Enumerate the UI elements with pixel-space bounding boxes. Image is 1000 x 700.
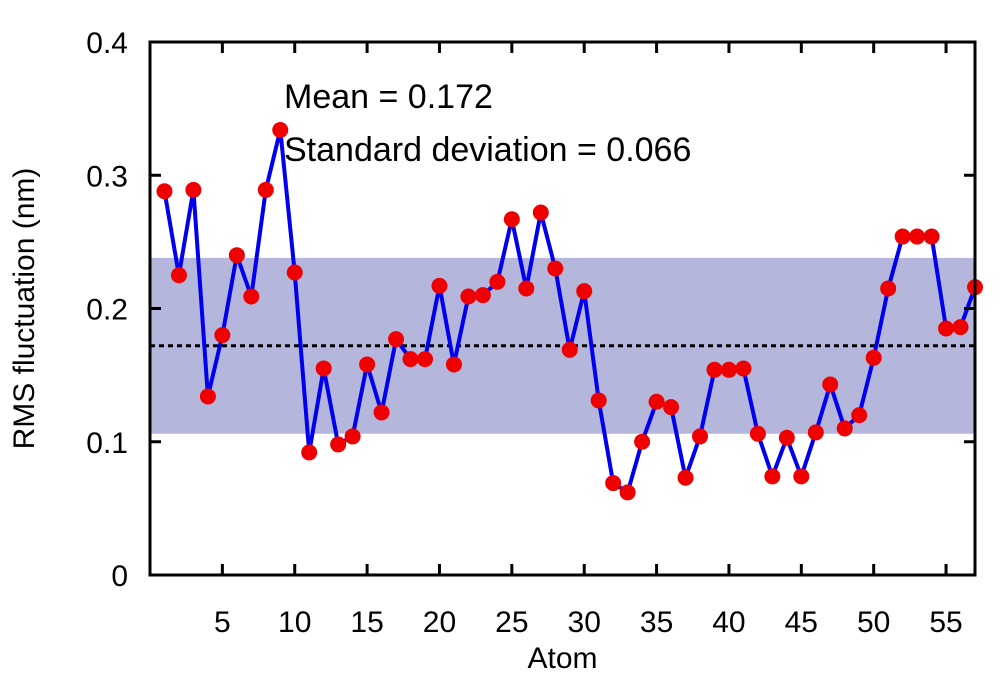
data-point	[822, 376, 839, 393]
data-point	[865, 349, 882, 366]
data-point	[315, 360, 332, 377]
x-tick-label: 20	[423, 606, 456, 639]
data-point	[749, 425, 766, 442]
data-point	[793, 468, 810, 485]
data-point	[344, 428, 361, 445]
y-tick-label: 0.4	[86, 27, 128, 60]
data-point	[460, 288, 477, 305]
data-point	[576, 283, 593, 300]
data-point	[402, 351, 419, 368]
data-point	[952, 319, 969, 336]
x-axis-title: Atom	[527, 642, 597, 675]
data-point	[489, 273, 506, 290]
data-point	[807, 424, 824, 441]
data-point	[938, 320, 955, 337]
data-point	[359, 356, 376, 373]
std-annotation: Standard deviation = 0.066	[284, 131, 691, 169]
data-point	[156, 183, 173, 200]
x-tick-label: 55	[929, 606, 962, 639]
data-point	[561, 341, 578, 358]
data-point	[431, 277, 448, 294]
y-tick-label: 0	[111, 560, 128, 593]
data-point	[619, 484, 636, 501]
y-axis-title: RMS fluctuation (nm)	[8, 168, 41, 450]
x-tick-label: 35	[640, 606, 673, 639]
data-point	[851, 407, 868, 424]
data-point	[199, 388, 216, 405]
data-point	[735, 360, 752, 377]
y-tick-label: 0.2	[86, 294, 128, 327]
data-point	[417, 351, 433, 368]
x-tick-label: 15	[350, 606, 383, 639]
data-point	[445, 356, 462, 373]
data-point	[880, 280, 897, 297]
mean-annotation: Mean = 0.172	[284, 78, 493, 116]
data-point	[764, 468, 781, 485]
data-point	[677, 469, 694, 486]
data-point	[547, 260, 564, 277]
data-point	[185, 181, 202, 198]
data-point	[663, 399, 680, 416]
data-point	[214, 327, 231, 344]
data-point	[243, 288, 260, 305]
data-point	[720, 361, 737, 378]
data-point	[170, 267, 187, 284]
data-point	[706, 361, 723, 378]
data-point	[532, 204, 549, 221]
data-point	[590, 392, 607, 409]
data-point	[605, 475, 622, 492]
y-tick-label: 0.3	[86, 160, 128, 193]
x-tick-label: 40	[712, 606, 745, 639]
data-point	[330, 436, 347, 453]
x-tick-label: 5	[214, 606, 231, 639]
data-point	[518, 280, 535, 297]
x-tick-label: 10	[278, 606, 311, 639]
data-point	[257, 181, 274, 198]
data-point	[301, 444, 318, 461]
data-point	[648, 393, 665, 410]
data-point	[503, 211, 520, 228]
data-point	[388, 331, 405, 348]
data-point	[286, 264, 303, 281]
marker-layer	[156, 121, 983, 501]
data-point	[692, 428, 708, 445]
plot-background-layer	[150, 257, 975, 434]
data-point	[836, 420, 853, 437]
std-band	[150, 257, 975, 434]
data-point	[373, 404, 390, 421]
data-point	[778, 429, 795, 446]
data-point	[272, 121, 289, 138]
x-tick-label: 30	[568, 606, 601, 639]
data-point	[923, 228, 940, 245]
x-tick-label: 50	[857, 606, 890, 639]
data-point	[634, 433, 651, 450]
data-point	[894, 228, 911, 245]
x-tick-label: 45	[785, 606, 818, 639]
tick-layer: 5 10 15 20 25 30 35 40 45 50 55 0 0.1 0.2 0.3 0.4	[86, 27, 975, 639]
data-point	[909, 228, 926, 245]
data-point	[228, 247, 245, 264]
x-tick-label: 25	[495, 606, 528, 639]
data-point	[474, 287, 491, 304]
y-tick-label: 0.1	[86, 427, 128, 460]
